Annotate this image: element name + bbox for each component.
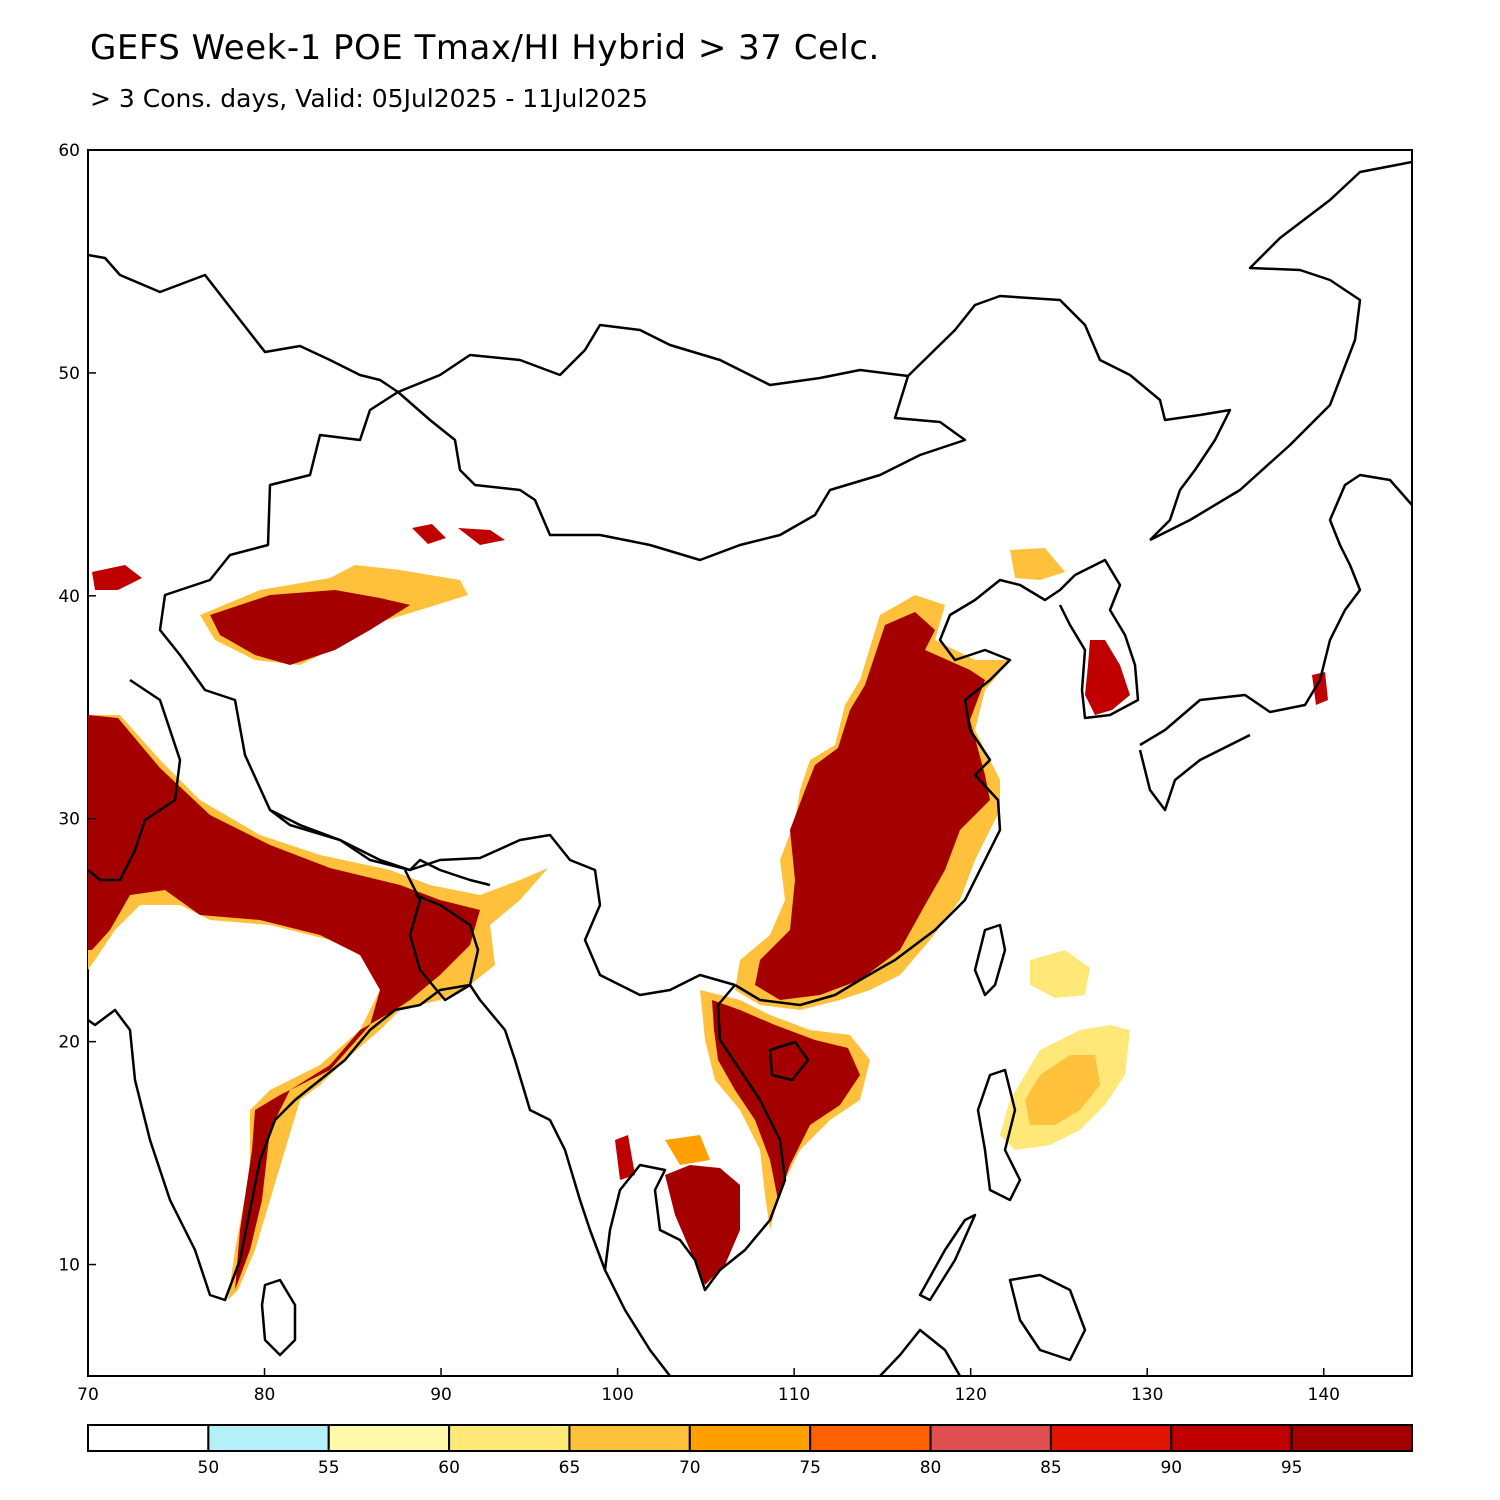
coast-taiwan (973, 923, 1007, 997)
legend-label: 50 (198, 1458, 220, 1478)
field-tarim-core (210, 590, 410, 665)
color-legend: 50 55 60 65 70 75 80 85 90 95 (87, 1424, 1413, 1478)
field-japan (1312, 672, 1328, 705)
legend-label: 55 (318, 1458, 340, 1478)
y-tick-label: 10 (58, 1256, 80, 1276)
legend-swatch (1049, 1424, 1173, 1452)
legend-label: 90 (1160, 1458, 1182, 1478)
field-thai-east (665, 1135, 710, 1165)
legend-swatch (929, 1424, 1052, 1452)
legend-label: 95 (1281, 1458, 1303, 1478)
coast-korea (1058, 558, 1140, 720)
field-korea (1085, 640, 1130, 715)
x-tick-label: 100 (601, 1385, 633, 1405)
legend-label: 80 (920, 1458, 942, 1478)
border-west-china (158, 390, 736, 997)
legend-label: 60 (438, 1458, 460, 1478)
coast-hainan (768, 1040, 810, 1082)
legend-label: 85 (1040, 1458, 1062, 1478)
coast-borneo (879, 1328, 962, 1376)
y-tick-label: 20 (58, 1033, 80, 1053)
border-pakistan (88, 678, 182, 882)
field-indochina-core (712, 1000, 860, 1200)
x-tick-label: 80 (254, 1385, 276, 1405)
coast-luzon (976, 1068, 1022, 1202)
legend-swatch (327, 1424, 451, 1452)
field-china-core (755, 612, 990, 1000)
x-tick-label: 70 (77, 1385, 99, 1405)
x-tick-label: 110 (778, 1385, 810, 1405)
probability-fields (88, 524, 1328, 1300)
y-tick-label: 40 (58, 587, 80, 607)
x-tick-label: 130 (1131, 1385, 1163, 1405)
field-small-2 (458, 528, 505, 545)
y-axis-ticks: 60 50 40 30 20 10 (58, 141, 96, 1276)
coast-japan (1139, 473, 1412, 747)
map-frame (87, 149, 1413, 1377)
legend-label: 75 (799, 1458, 821, 1478)
legend-swatch (809, 1424, 932, 1452)
legend-swatch (448, 1424, 571, 1452)
y-tick-label: 60 (58, 141, 80, 161)
coast-china (734, 574, 1076, 1007)
x-tick-label: 120 (954, 1385, 986, 1405)
x-tick-label: 140 (1308, 1385, 1340, 1405)
legend-swatch (1170, 1424, 1293, 1452)
legend-swatch (1290, 1424, 1413, 1452)
field-taiwan-east (1030, 950, 1090, 998)
coast-myanmar (88, 983, 607, 1302)
field-pacific-core (1025, 1055, 1100, 1125)
border-mongolia (397, 323, 967, 562)
legend-swatch (688, 1424, 812, 1452)
legend-swatch (207, 1424, 330, 1452)
legend-label: 70 (679, 1458, 701, 1478)
coast-russia-pacific (1149, 160, 1412, 542)
coast-palawan (918, 1213, 977, 1302)
field-kyrgyz (92, 565, 142, 590)
map-subtitle: > 3 Cons. days, Valid: 05Jul2025 - 11Jul… (90, 84, 648, 113)
x-axis-ticks: 70 80 90 100 110 120 130 140 (77, 1368, 1340, 1405)
field-small-1 (412, 524, 446, 544)
coast-mindanao (1008, 1273, 1087, 1362)
field-liaoning (1010, 548, 1065, 580)
y-tick-label: 50 (58, 364, 80, 384)
x-tick-label: 90 (430, 1385, 452, 1405)
field-thai-small (615, 1135, 635, 1180)
y-tick-label: 30 (58, 810, 80, 830)
field-india-core (88, 715, 480, 1290)
coastlines (88, 160, 1412, 1376)
legend-swatch (87, 1424, 210, 1452)
legend-swatch (568, 1424, 691, 1452)
legend-label: 65 (559, 1458, 581, 1478)
field-cambodia (665, 1165, 740, 1285)
border-kz-ru (88, 253, 399, 394)
map-title: GEFS Week-1 POE Tmax/HI Hybrid > 37 Celc… (90, 28, 880, 68)
border-bangladesh (403, 869, 480, 1002)
coast-japan-south (1138, 733, 1251, 812)
border-nepal-bhutan (269, 808, 491, 887)
coast-indochina (603, 984, 787, 1376)
coast-srilanka (260, 1278, 297, 1357)
border-ne-china (907, 294, 1232, 541)
